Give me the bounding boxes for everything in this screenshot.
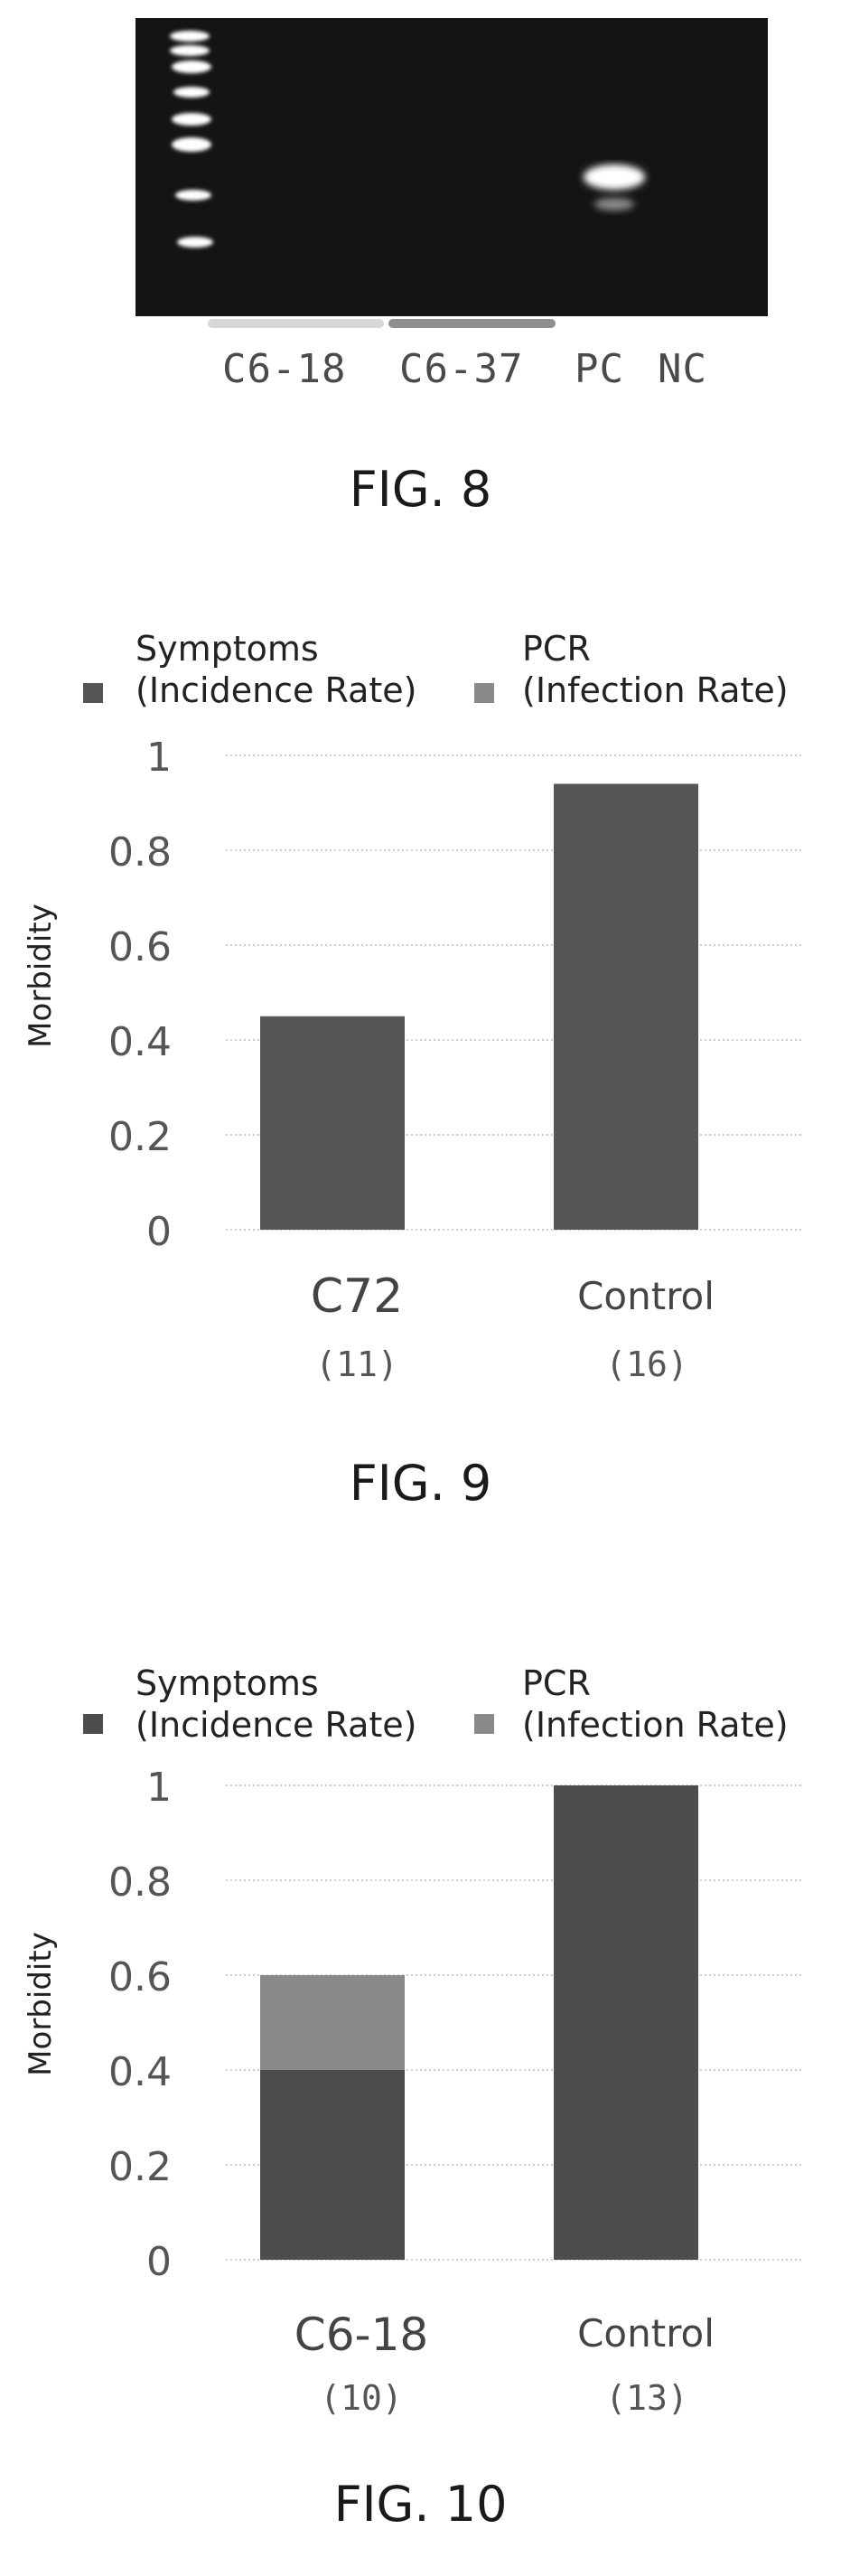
fig10-bar-control-series-0 (554, 1785, 698, 2260)
lane-label-pc: PC (575, 346, 624, 392)
gel-image (135, 18, 768, 316)
fig8-caption: FIG. 8 (349, 461, 492, 518)
fig10-n-control: (13) (605, 2378, 688, 2418)
fig9-category-c72: C72 (310, 1269, 404, 1324)
fig9-legend-symptoms: Symptoms (Incidence Rate) (135, 629, 417, 710)
fig10-y-axis-label: Morbidity (23, 1932, 59, 2076)
fig9-legend-swatch-symptoms (83, 683, 103, 703)
fig9-legend-pcr: PCR (Infection Rate) (522, 629, 789, 710)
fig10-tick-0.2: 0.2 (108, 2144, 172, 2190)
lane-label-c6-18: C6-18 (222, 346, 347, 392)
c6-37-lane-marker (388, 319, 556, 328)
fig9-bar-control-series-0 (554, 783, 698, 1230)
fig9-caption: FIG. 9 (349, 1455, 492, 1512)
fig10-legend-swatch-symptoms (83, 1714, 103, 1734)
fig10-tick-0.8: 0.8 (108, 1859, 172, 1906)
c6-18-lane-marker (208, 319, 384, 328)
fig10-category-c6-18: C6-18 (294, 2309, 429, 2361)
fig9-tick-0.8: 0.8 (108, 829, 172, 876)
pc-band (584, 164, 645, 211)
fig9-category-control: Control (577, 1274, 715, 1318)
fig9-n-control: (16) (605, 1344, 688, 1384)
fig10-category-control: Control (577, 2311, 715, 2356)
fig9-tick-0.6: 0.6 (108, 924, 172, 970)
fig10-bar-c6-18-series-0 (260, 2070, 405, 2260)
fig10-tick-0.6: 0.6 (108, 1954, 172, 2000)
fig9-tick-1: 1 (146, 735, 172, 781)
fig9-tick-0.2: 0.2 (108, 1114, 172, 1160)
fig10-legend-swatch-pcr (474, 1714, 494, 1734)
fig10-tick-1: 1 (146, 1765, 172, 1811)
fig9-y-axis-label: Morbidity (23, 904, 59, 1048)
fig10-tick-0: 0 (146, 2239, 172, 2285)
lane-label-nc: NC (658, 346, 707, 392)
fig9-bar-chart (226, 754, 804, 1231)
fig10-caption: FIG. 10 (333, 2476, 508, 2533)
fig10-stacked-bar-chart (226, 1784, 804, 2261)
fig9-bar-c72-series-0 (260, 1016, 405, 1230)
fig10-tick-0.4: 0.4 (108, 2049, 172, 2095)
lane-label-c6-37: C6-37 (399, 346, 524, 392)
ladder-lane (170, 31, 213, 248)
fig9-tick-0: 0 (146, 1209, 172, 1255)
fig10-legend-pcr: PCR (Infection Rate) (522, 1663, 789, 1745)
fig9-legend-swatch-pcr (474, 683, 494, 703)
fig10-legend-symptoms: Symptoms (Incidence Rate) (135, 1663, 417, 1745)
fig10-bar-c6-18-series-1 (260, 1975, 405, 2070)
fig10-n-c6-18: (10) (320, 2378, 403, 2418)
fig9-tick-0.4: 0.4 (108, 1019, 172, 1065)
gel-bands (170, 31, 645, 248)
fig9-n-c72: (11) (315, 1344, 398, 1384)
